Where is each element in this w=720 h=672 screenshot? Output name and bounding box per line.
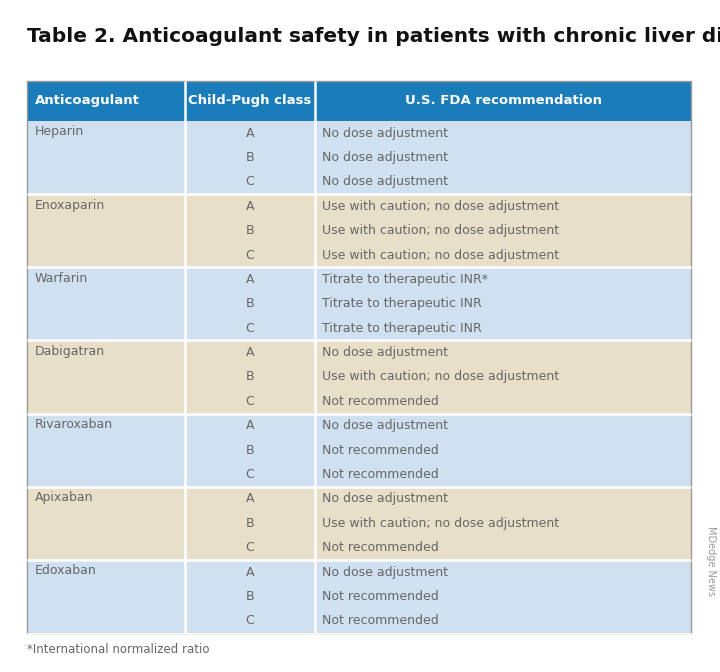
- Bar: [315, 413, 691, 487]
- Text: Not recommended: Not recommended: [322, 444, 438, 457]
- Text: Edoxaban: Edoxaban: [35, 564, 96, 577]
- Text: Titrate to therapeutic INR: Titrate to therapeutic INR: [322, 297, 482, 310]
- Text: A: A: [246, 493, 254, 505]
- Bar: [185, 121, 315, 194]
- Bar: [27, 194, 185, 267]
- Text: C: C: [246, 249, 254, 261]
- Text: Rivaroxaban: Rivaroxaban: [35, 418, 113, 431]
- Bar: [185, 341, 315, 413]
- Bar: [27, 81, 691, 633]
- Text: B: B: [246, 590, 254, 603]
- Text: Not recommended: Not recommended: [322, 468, 438, 481]
- Bar: [315, 194, 691, 267]
- Text: A: A: [246, 419, 254, 432]
- Text: Use with caution; no dose adjustment: Use with caution; no dose adjustment: [322, 517, 559, 530]
- Text: B: B: [246, 224, 254, 237]
- Text: B: B: [246, 151, 254, 164]
- Text: Titrate to therapeutic INR: Titrate to therapeutic INR: [322, 322, 482, 335]
- Text: A: A: [246, 566, 254, 579]
- Text: A: A: [246, 273, 254, 286]
- Bar: [185, 487, 315, 560]
- Bar: [185, 413, 315, 487]
- Text: No dose adjustment: No dose adjustment: [322, 493, 448, 505]
- Text: Not recommended: Not recommended: [322, 614, 438, 628]
- Bar: [185, 560, 315, 633]
- Text: Heparin: Heparin: [35, 126, 84, 138]
- Text: Not recommended: Not recommended: [322, 395, 438, 408]
- Text: B: B: [246, 297, 254, 310]
- Text: Titrate to therapeutic INR*: Titrate to therapeutic INR*: [322, 273, 488, 286]
- Bar: [315, 121, 691, 194]
- Text: *International normalized ratio: *International normalized ratio: [27, 643, 210, 656]
- Text: C: C: [246, 614, 254, 628]
- Text: No dose adjustment: No dose adjustment: [322, 419, 448, 432]
- Bar: [185, 194, 315, 267]
- Text: Enoxaparin: Enoxaparin: [35, 198, 105, 212]
- Bar: [27, 121, 185, 194]
- Text: No dose adjustment: No dose adjustment: [322, 346, 448, 359]
- Bar: [27, 413, 185, 487]
- Text: Not recommended: Not recommended: [322, 541, 438, 554]
- Text: C: C: [246, 175, 254, 188]
- Text: Use with caution; no dose adjustment: Use with caution; no dose adjustment: [322, 224, 559, 237]
- Text: Use with caution; no dose adjustment: Use with caution; no dose adjustment: [322, 249, 559, 261]
- Text: C: C: [246, 468, 254, 481]
- Text: Not recommended: Not recommended: [322, 590, 438, 603]
- Text: MDedge News: MDedge News: [706, 526, 716, 596]
- Bar: [315, 81, 691, 121]
- Text: Apixaban: Apixaban: [35, 491, 93, 504]
- Text: Child-Pugh class: Child-Pugh class: [189, 94, 312, 108]
- Bar: [27, 487, 185, 560]
- Text: B: B: [246, 370, 254, 384]
- Text: U.S. FDA recommendation: U.S. FDA recommendation: [405, 94, 601, 108]
- Text: No dose adjustment: No dose adjustment: [322, 126, 448, 140]
- Text: Warfarin: Warfarin: [35, 271, 88, 285]
- Text: A: A: [246, 200, 254, 213]
- Text: No dose adjustment: No dose adjustment: [322, 151, 448, 164]
- Text: Dabigatran: Dabigatran: [35, 345, 104, 358]
- Bar: [27, 341, 185, 413]
- Text: Use with caution; no dose adjustment: Use with caution; no dose adjustment: [322, 370, 559, 384]
- Bar: [315, 267, 691, 341]
- Text: No dose adjustment: No dose adjustment: [322, 566, 448, 579]
- Text: A: A: [246, 126, 254, 140]
- Text: C: C: [246, 541, 254, 554]
- Bar: [185, 267, 315, 341]
- Text: B: B: [246, 444, 254, 457]
- Bar: [315, 341, 691, 413]
- Text: Use with caution; no dose adjustment: Use with caution; no dose adjustment: [322, 200, 559, 213]
- Text: B: B: [246, 517, 254, 530]
- Bar: [27, 81, 185, 121]
- Text: Table 2. Anticoagulant safety in patients with chronic liver disease: Table 2. Anticoagulant safety in patient…: [27, 27, 720, 46]
- Text: No dose adjustment: No dose adjustment: [322, 175, 448, 188]
- Bar: [27, 560, 185, 633]
- Bar: [315, 487, 691, 560]
- Bar: [27, 267, 185, 341]
- Text: C: C: [246, 322, 254, 335]
- Text: C: C: [246, 395, 254, 408]
- Bar: [315, 560, 691, 633]
- Text: Anticoagulant: Anticoagulant: [35, 94, 140, 108]
- Text: A: A: [246, 346, 254, 359]
- Bar: [185, 81, 315, 121]
